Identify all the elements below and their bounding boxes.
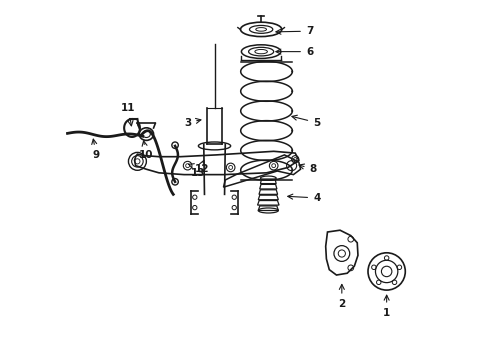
Text: 11: 11 xyxy=(121,103,136,126)
Text: 6: 6 xyxy=(276,46,313,57)
Text: 12: 12 xyxy=(189,164,209,174)
Text: 13: 13 xyxy=(191,160,206,178)
Text: 2: 2 xyxy=(338,284,345,309)
Text: 4: 4 xyxy=(288,193,320,203)
Text: 1: 1 xyxy=(383,295,390,318)
Text: 5: 5 xyxy=(292,115,320,128)
Text: 10: 10 xyxy=(139,141,154,160)
Text: 3: 3 xyxy=(184,118,201,128)
Text: 9: 9 xyxy=(92,139,100,160)
Text: 8: 8 xyxy=(299,164,317,174)
Text: 7: 7 xyxy=(276,26,313,36)
